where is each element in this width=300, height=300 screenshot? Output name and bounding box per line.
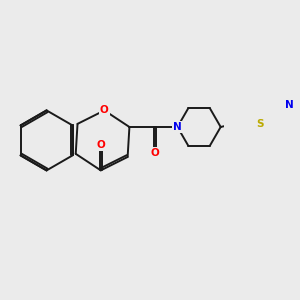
Text: O: O (96, 140, 105, 150)
Text: S: S (256, 119, 263, 129)
Text: N: N (285, 100, 294, 110)
Text: N: N (173, 122, 182, 132)
Text: O: O (151, 148, 159, 158)
Text: O: O (100, 105, 109, 116)
